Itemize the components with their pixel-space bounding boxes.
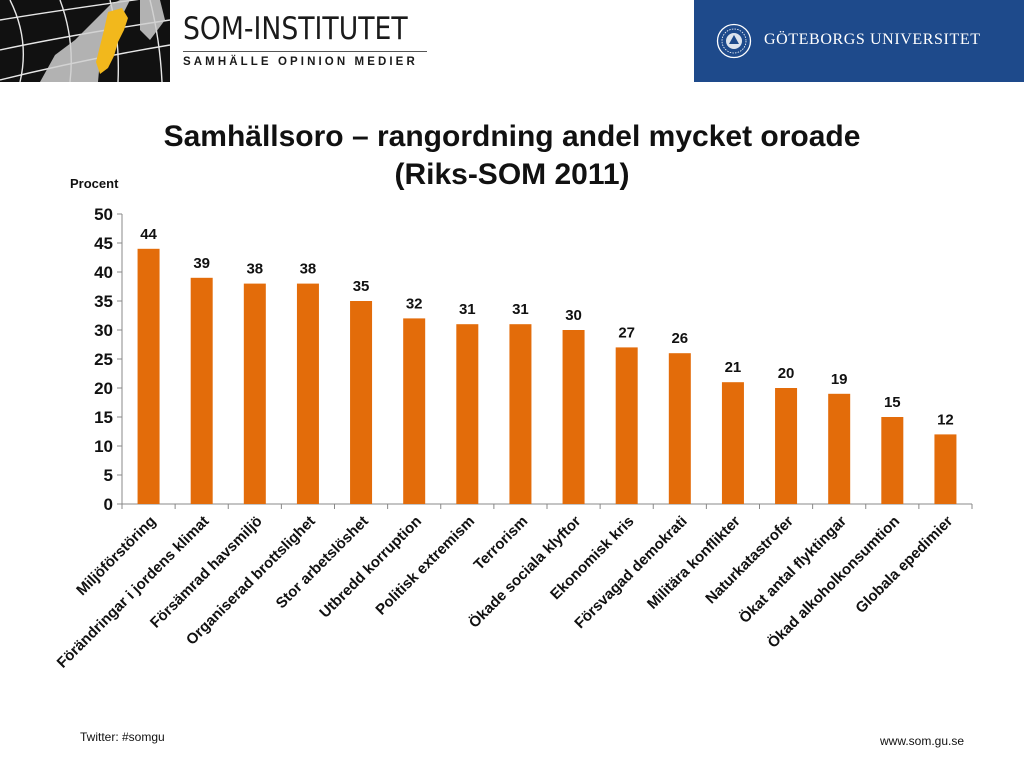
data-label: 19 [831,371,848,388]
data-label: 31 [512,301,529,318]
bar [615,347,638,504]
logo-divider [183,51,427,52]
y-tick-label: 20 [94,379,113,398]
university-banner: GÖTEBORGS UNIVERSITET [694,0,1024,82]
scandinavia-map-icon [0,0,170,82]
twitter-handle: Twitter: #somgu [80,730,165,744]
y-tick-label: 25 [94,350,113,369]
data-label: 31 [459,301,476,318]
bar [775,388,798,504]
bar [509,324,532,504]
y-tick-label: 50 [94,205,113,224]
bar [350,301,373,504]
university-seal-icon [716,23,752,59]
bar [721,382,744,504]
bar [934,434,957,504]
data-label: 32 [406,295,423,312]
data-label: 38 [300,261,317,278]
data-label: 35 [353,278,370,295]
data-label: 39 [193,255,210,272]
chart-title-block: Samhällsoro – rangordning andel mycket o… [0,118,1024,194]
x-tick-label: Globala epedimier [852,513,956,617]
data-label: 44 [140,226,157,243]
data-label: 12 [937,411,954,428]
bar [562,330,585,504]
y-tick-label: 40 [94,263,113,282]
bar [296,283,319,504]
x-tick-label: Utbredd korruption [316,513,425,622]
y-tick-label: 45 [94,234,113,253]
bar [456,324,479,504]
chart-subtitle: (Riks-SOM 2011) [394,158,630,191]
data-label: 30 [565,307,582,324]
chart-title: Samhällsoro – rangordning andel mycket o… [163,120,861,153]
x-tick-label: Militära konflikter [644,513,744,613]
data-label: 38 [246,261,263,278]
y-tick-label: 0 [104,495,113,514]
x-tick-label: Stor arbetslöshet [273,513,372,612]
data-label: 27 [618,324,635,341]
som-logo-map [0,0,170,82]
som-logo: SOM-INSTITUTET SAMHÄLLE OPINION MEDIER [183,12,433,68]
y-tick-label: 15 [94,408,113,427]
bar [243,283,266,504]
y-tick-label: 35 [94,292,113,311]
data-label: 21 [725,359,742,376]
y-tick-label: 5 [104,466,113,485]
website-url: www.som.gu.se [880,734,965,748]
bar [881,417,904,504]
bar [137,248,160,504]
logo-title: SOM-INSTITUTET [183,11,408,47]
data-label: 20 [778,365,795,382]
sweden-shape [96,8,128,74]
bar [190,277,213,504]
logo-subtitle: SAMHÄLLE OPINION MEDIER [183,56,418,68]
y-tick-label: 30 [94,321,113,340]
y-tick-label: 10 [94,437,113,456]
university-name: GÖTEBORGS UNIVERSITET [764,31,981,48]
data-label: 15 [884,394,901,411]
y-axis-label: Procent [70,176,119,191]
bar [668,353,691,504]
bar [828,393,851,504]
bar [403,318,426,504]
x-tick-label: Politisk extremism [372,513,478,619]
data-label: 26 [671,330,688,347]
